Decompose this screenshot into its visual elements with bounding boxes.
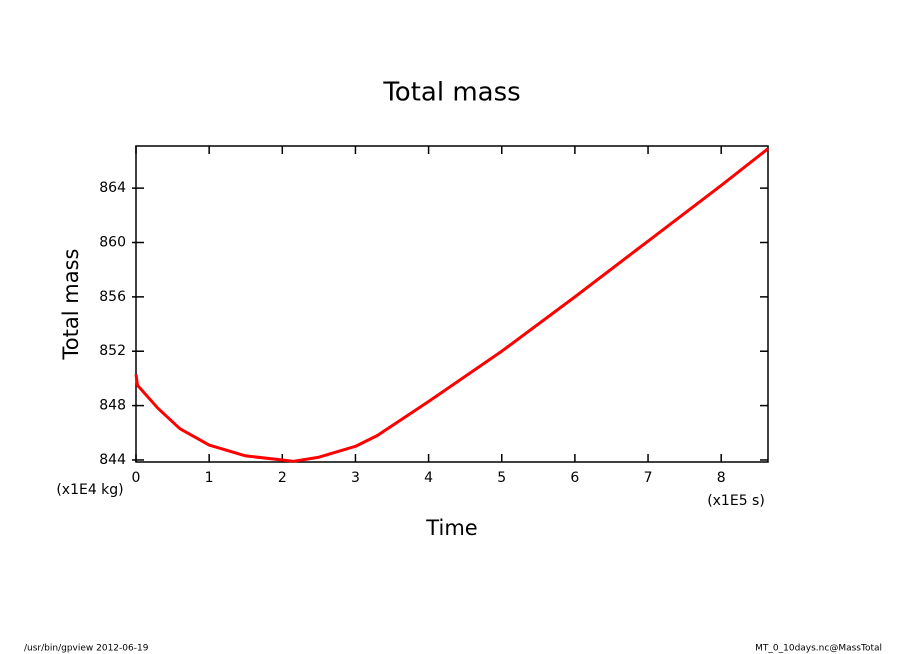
x-tick-label: 2 — [278, 470, 287, 486]
y-unit: (x1E4 kg) — [56, 482, 123, 498]
x-tick-label: 4 — [424, 470, 433, 486]
x-tick-label: 3 — [351, 470, 360, 486]
footer-left: /usr/bin/gpview 2012-06-19 — [24, 644, 149, 654]
footer-right: MT_0_10days.nc@MassTotal — [755, 644, 882, 654]
chart-title: Total mass — [382, 78, 520, 108]
x-tick-label: 6 — [570, 470, 579, 486]
y-tick-label: 856 — [99, 289, 126, 305]
x-axis-label: Time — [425, 516, 477, 540]
x-tick-label: 1 — [205, 470, 214, 486]
y-tick-label: 864 — [99, 180, 126, 196]
y-axis-label: Total mass — [59, 249, 83, 361]
x-tick-label: 0 — [132, 470, 141, 486]
y-tick-label: 844 — [99, 452, 126, 468]
y-tick-label: 860 — [99, 234, 126, 250]
x-unit: (x1E5 s) — [707, 493, 765, 509]
x-tick-label: 8 — [717, 470, 726, 486]
y-tick-label: 848 — [99, 398, 126, 414]
y-tick-label: 852 — [99, 343, 126, 359]
line-series — [134, 147, 769, 463]
x-tick-label: 5 — [497, 470, 506, 486]
x-tick-label: 7 — [644, 470, 653, 486]
plot-frame — [135, 145, 769, 463]
